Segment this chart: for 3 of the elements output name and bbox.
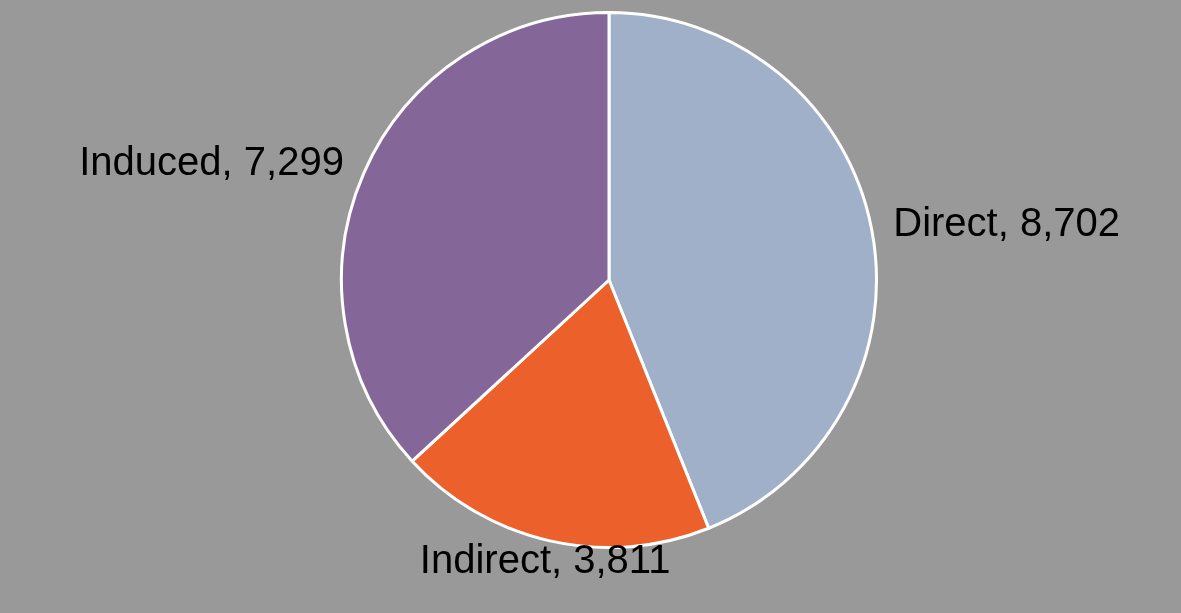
slice-label: Induced, 7,299 (79, 138, 344, 183)
slice-label: Direct, 8,702 (893, 200, 1121, 245)
slice-label: Indirect, 3,811 (419, 537, 671, 582)
